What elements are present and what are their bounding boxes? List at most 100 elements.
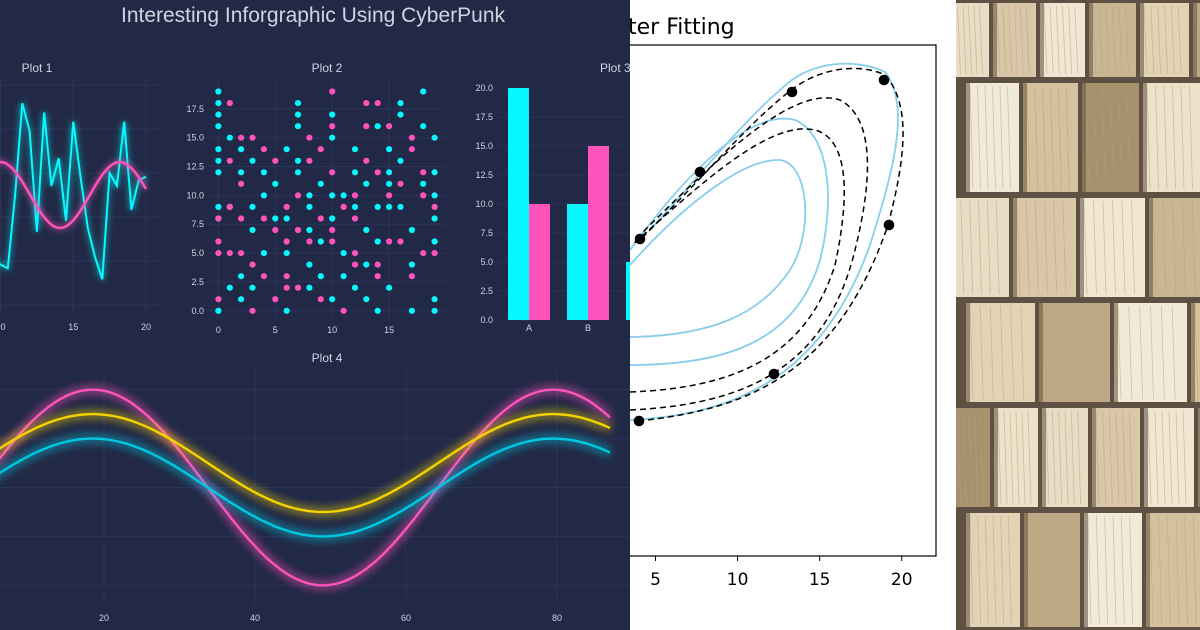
book-page-edge [1168,410,1173,505]
plot2-point-pink [306,134,313,141]
book-page-edge [1177,5,1182,75]
plot2-point-pink [283,238,290,245]
plot2-y-tick: 17.5 [186,104,204,114]
plot2-y-tick: 7.5 [191,219,204,229]
plot2-point-pink [329,169,336,176]
plot2-point-pink [351,261,359,268]
plot2-point-pink [249,307,256,314]
book-page-edge [1026,85,1031,190]
book-page-edge [1045,410,1050,505]
plot2-point-pink [249,134,256,141]
plot2-point-cyan [317,180,324,187]
plot1-x-tick: 20 [141,322,151,332]
book-spine-shadow [966,83,970,192]
book-page-edge [1009,410,1014,505]
book-spine-shadow [966,513,970,627]
book-page-edge [1108,410,1113,505]
plot2-point-cyan [329,111,336,118]
plot2-point-pink [283,284,290,291]
book-page-edge [989,305,994,400]
plot3-bar-pink [588,146,609,320]
book-block [956,3,989,77]
book-page-edge [984,85,989,190]
plot2-point-cyan [306,284,313,291]
book-page-edge [1175,410,1180,505]
plot3-bar-cyan [626,262,630,320]
fitting-curve-dashed [630,97,869,411]
book-page-edge [1129,515,1134,625]
plot2-point-cyan [249,226,256,234]
book-page-edge [1093,200,1097,295]
plot4-series-pink [0,388,611,587]
book-page-edge [1007,515,1012,625]
fitting-marks: 5 10 15 20 [630,62,913,590]
plot4-x-tick: 20 [99,613,109,623]
book-page-edge [1128,305,1133,400]
book-page-edge [1035,515,1040,625]
plot2-point-cyan [363,261,370,268]
book-spine-shadow [1082,83,1086,192]
plot2-point-cyan [215,157,222,164]
book-page-edge [1083,200,1088,295]
book-page-edge [1139,305,1144,400]
plot2-point-cyan [420,88,427,95]
book-page-edge [1170,5,1175,75]
plot2-point-cyan [283,250,290,257]
plot1-x-tick: 15 [68,322,78,332]
book-spine-shadow [1140,3,1144,77]
plot2-point-cyan [420,180,427,187]
book-page-edge [992,515,997,625]
plot2-point-pink [283,203,290,210]
plot3-y-tick: 20.0 [475,83,493,93]
book-page-edge [1062,5,1066,75]
plot2-point-pink [226,250,233,257]
book-page-edge [1161,410,1166,505]
plot2-point-cyan [386,169,393,176]
book-spine-shadow [1084,513,1088,627]
book-page-edge [1104,515,1109,625]
book-page-edge [1064,410,1069,505]
plot2-point-cyan [306,261,313,268]
plot2-point-cyan [386,284,393,291]
parameter-fitting-panel: ter Fitting 5 10 15 20 [630,0,952,630]
plot2-x-tick: 10 [327,325,337,335]
book-page-edge [1095,410,1100,505]
plot1-title: Plot 1 [22,61,53,75]
plot2-point-cyan [386,146,393,153]
book-page-edge [974,410,979,505]
cyberpunk-infographic-panel: Interesting Inforgraphic Using CyberPunk… [0,0,630,630]
plot2-point-cyan [294,123,302,130]
book-page-edge [1053,305,1057,400]
plot1-area: 10 15 20 [0,80,160,332]
plot2-point-pink [374,169,381,176]
book-page-edge [1051,515,1056,625]
plot2-point-cyan [283,146,290,153]
plot2-point-cyan [397,203,404,210]
book-page-edge [1102,200,1107,295]
book-page-edge [960,200,965,295]
book-page-edge [1099,5,1103,75]
fitting-point [883,219,895,231]
plot2-point-cyan [226,284,233,291]
book-block [1146,513,1200,627]
plot2-point-cyan [363,296,370,303]
plot2-point-cyan [363,226,370,234]
plot2-point-cyan [317,238,324,245]
plot2-point-cyan [397,100,404,107]
plot4-series-teal [0,437,611,538]
plot2-point-cyan [294,157,302,164]
book-page-edge [1034,200,1039,295]
plot2-point-pink [329,238,336,245]
plot3-y-tick: 12.5 [475,170,493,180]
plot2-point-cyan [363,180,370,187]
plot2-point-cyan [226,134,233,141]
plot2-point-cyan [215,111,222,118]
book-page-edge [997,410,1002,505]
plot2-point-cyan [215,100,222,107]
book-page-edge [969,515,974,625]
book-page-edge [1157,5,1162,75]
plot2-point-cyan [283,215,290,222]
book-page-edge [1042,85,1047,190]
plot3-y-tick: 7.5 [480,228,493,238]
plot2-point-cyan [215,203,222,210]
